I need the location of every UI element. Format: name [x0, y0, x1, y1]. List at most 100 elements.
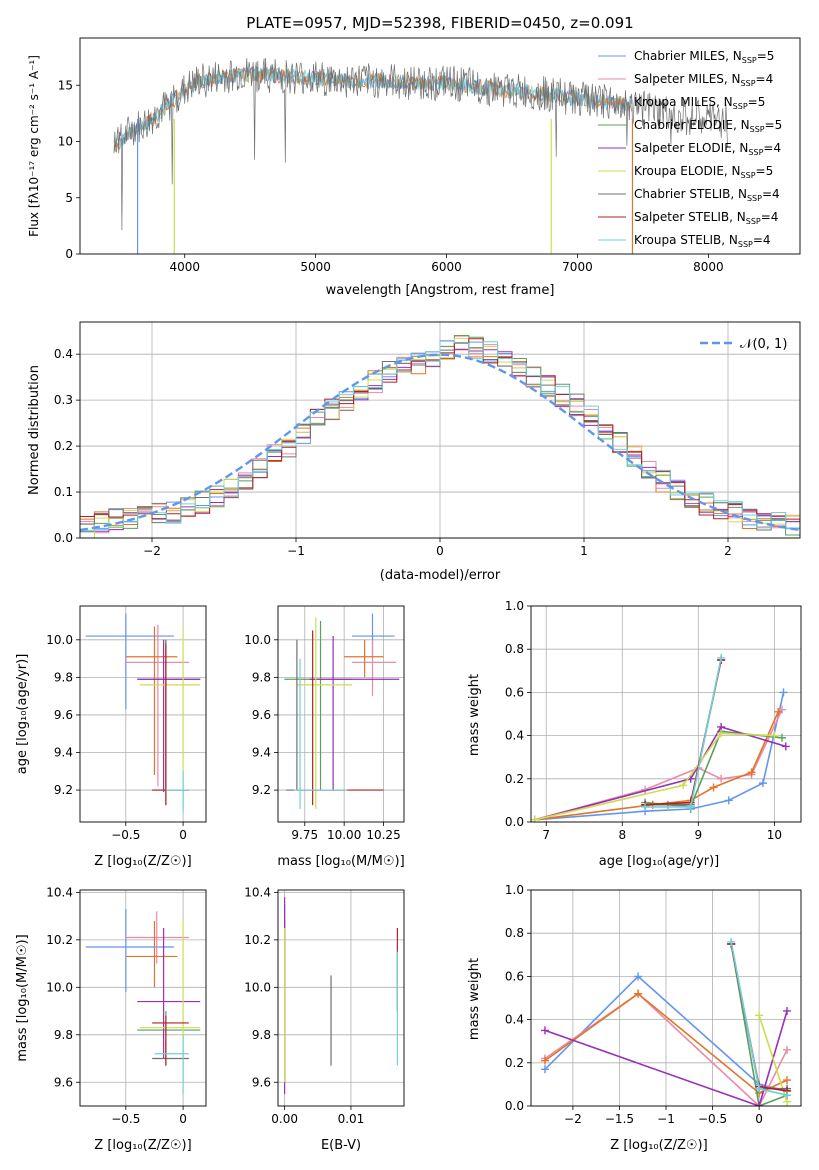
series-marker [717, 653, 726, 662]
y-tick-label: 9.6 [54, 1075, 73, 1089]
y-tick-label: 0.0 [54, 531, 73, 545]
y-tick-label: 10.0 [244, 633, 271, 647]
panel-residuals: −2 −1 0 1 2 0.0 0.1 0.2 0.3 0.4 [54, 321, 801, 558]
y-tick-label: 9.8 [252, 670, 271, 684]
series-marker [781, 742, 790, 751]
legend-entry: Kroupa ELODIE, NSSP=5 [634, 164, 773, 180]
mass-weight-series [544, 992, 788, 1106]
y-tick-label: 0.3 [54, 393, 73, 407]
ageZ-xlabel: Z [log₁₀(Z/Z☉)] [94, 854, 191, 869]
x-tick-label: 10 [767, 828, 782, 842]
mass-weight-series [544, 1010, 788, 1106]
axes-frame [79, 37, 801, 255]
massebv-xlabel: E(B-V) [321, 1138, 361, 1153]
panel-age-vs-mass: 9.75 10.00 10.25 9.2 9.4 9.6 9.8 10.0 [244, 605, 405, 842]
axes-frame [79, 321, 801, 539]
x-tick-label: 0 [755, 1112, 763, 1126]
y-tick-label: 9.8 [252, 1028, 271, 1042]
series-marker [724, 796, 733, 805]
y-tick-label: 10.2 [244, 933, 271, 947]
massZ-ylabel: mass [log₁₀(M/M☉)] [15, 934, 30, 1061]
x-tick-label: 7000 [562, 260, 593, 274]
x-tick-label: 0 [179, 1112, 187, 1126]
panel-mass-weight-vs-age: 7 8 9 10 0.0 0.2 0.4 0.6 0.8 1.0 [505, 599, 802, 842]
mwage-xlabel: age [log₁₀(age/yr)] [599, 854, 720, 869]
x-tick-label: −0.5 [111, 1112, 140, 1126]
residuals-xlabel: (data-model)/error [380, 568, 501, 583]
y-tick-label: 0.2 [505, 772, 524, 786]
series-marker [641, 802, 650, 811]
mass-weight-series [544, 992, 788, 1094]
mass-weight-series [534, 711, 779, 821]
series-marker [777, 733, 786, 742]
series-marker [634, 989, 643, 998]
spectrum-series-line [113, 57, 728, 231]
y-tick-label: 9.6 [252, 708, 271, 722]
mass-weight-series [758, 1015, 788, 1102]
series-marker [679, 781, 688, 790]
x-tick-label: −1 [657, 1112, 675, 1126]
y-tick-label: 0.0 [505, 1099, 524, 1113]
normal-curve [80, 353, 800, 532]
series-marker [774, 707, 783, 716]
y-tick-label: 0.6 [505, 969, 524, 983]
x-tick-label: −0.5 [698, 1112, 727, 1126]
series-marker [758, 779, 767, 788]
series-marker [531, 815, 539, 822]
y-tick-label: 10.0 [46, 980, 73, 994]
series-marker [540, 1056, 549, 1065]
y-tick-label: 0.4 [54, 347, 73, 361]
series-marker [770, 731, 779, 740]
y-tick-label: 15 [58, 78, 73, 92]
y-tick-label: 10.0 [244, 980, 271, 994]
mwage-ylabel: mass weight [467, 674, 482, 756]
x-tick-label: −2 [143, 544, 161, 558]
x-tick-label: 10.00 [327, 828, 361, 842]
mass-weight-series [534, 732, 775, 821]
agemass-xlabel: mass [log₁₀(M/M☉)] [277, 854, 404, 869]
y-tick-label: 5 [65, 191, 73, 205]
y-tick-label: 0.0 [505, 815, 524, 829]
y-tick-label: 0.2 [505, 1056, 524, 1070]
legend-entry: Kroupa MILES, NSSP=5 [634, 95, 765, 111]
x-tick-label: 0.01 [338, 1112, 365, 1126]
spectrum-xlabel: wavelength [Angstrom, rest frame] [326, 283, 555, 298]
series-marker [783, 1045, 792, 1054]
legend-entry: Kroupa STELIB, NSSP=4 [634, 233, 771, 249]
y-tick-label: 0 [65, 247, 73, 261]
axes-frame [277, 605, 405, 823]
y-tick-label: 9.6 [252, 1075, 271, 1089]
x-tick-label: 4000 [169, 260, 200, 274]
figure-title: PLATE=0957, MJD=52398, FIBERID=0450, z=0… [246, 14, 633, 32]
legend-entry: Chabrier MILES, NSSP=5 [634, 49, 774, 65]
x-tick-label: 8 [618, 828, 626, 842]
panel-mass-vs-Z: −0.5 0 9.6 9.8 10.0 10.2 10.4 [46, 885, 207, 1126]
panel-age-vs-Z: −0.5 0 9.2 9.4 9.6 9.8 10.0 [46, 605, 207, 842]
y-tick-label: 10.4 [244, 885, 271, 899]
legend-entry: Chabrier ELODIE, NSSP=5 [634, 118, 782, 134]
x-tick-label: 8000 [693, 260, 724, 274]
y-tick-label: 0.4 [505, 1013, 524, 1027]
y-tick-label: 1.0 [505, 599, 524, 613]
panel-mass-weight-vs-Z: −2 −1.5 −1 −0.5 0 0.0 0.2 0.4 0.6 0.8 1.0 [505, 883, 802, 1126]
y-tick-label: 0.2 [54, 439, 73, 453]
series-marker [783, 1076, 792, 1085]
x-tick-label: 6000 [431, 260, 462, 274]
series-marker [783, 1006, 792, 1015]
series-marker [755, 1084, 764, 1093]
y-tick-label: 0.1 [54, 485, 73, 499]
y-tick-label: 10.2 [46, 933, 73, 947]
y-tick-label: 9.8 [54, 670, 73, 684]
y-tick-label: 10 [58, 135, 73, 149]
panel-mass-vs-ebv: 0.00 0.01 9.6 9.8 10.0 10.2 10.4 [244, 885, 405, 1126]
series-marker [717, 774, 726, 783]
y-tick-label: 9.8 [54, 1028, 73, 1042]
x-tick-label: −1 [287, 544, 305, 558]
x-tick-label: 7 [542, 828, 550, 842]
x-tick-label: −1.5 [605, 1112, 634, 1126]
legend-entry: Salpeter MILES, NSSP=4 [634, 72, 773, 88]
series-marker [783, 1091, 792, 1100]
series-marker [686, 802, 695, 811]
x-tick-label: −2 [564, 1112, 582, 1126]
